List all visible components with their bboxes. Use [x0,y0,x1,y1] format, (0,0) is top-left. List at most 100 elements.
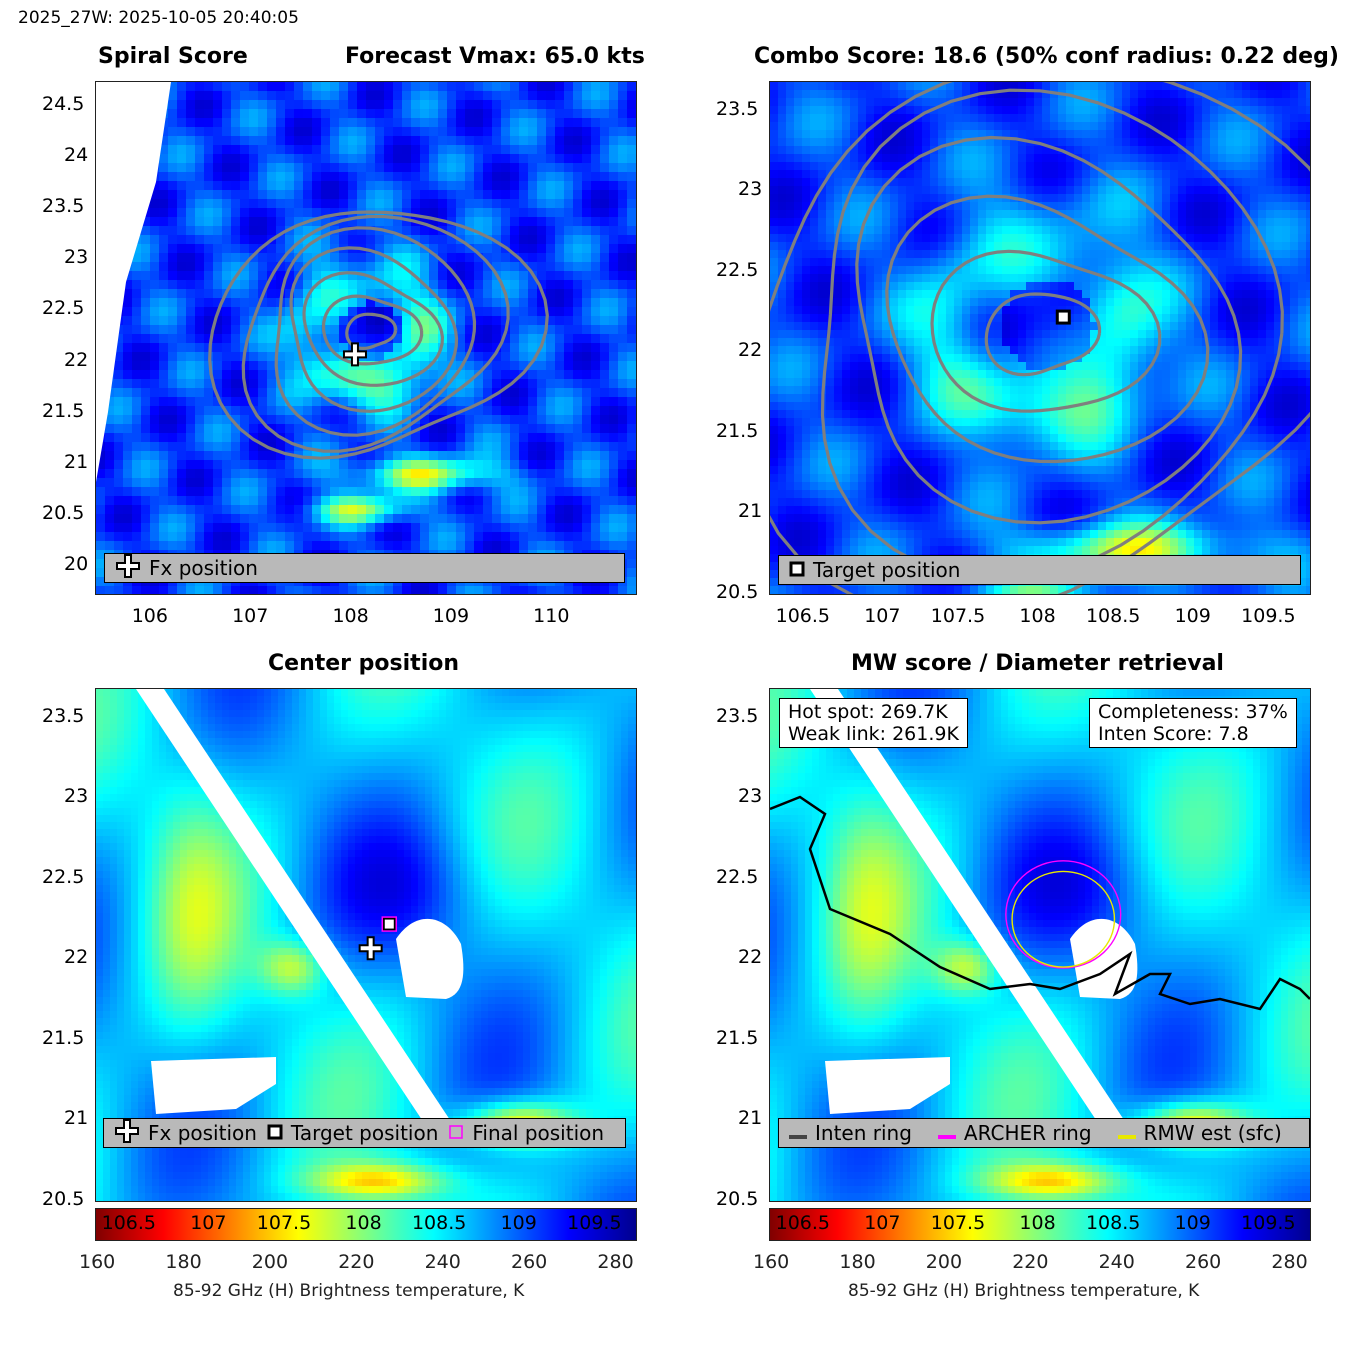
swath-gap [810,689,1130,1129]
spiral-plot [95,81,637,595]
colorbar-tick: 200 [925,1251,963,1273]
x-tick-label: 109 [1174,1212,1211,1234]
colorbar-tick: 200 [251,1251,289,1273]
coastline [770,795,1310,1011]
y-tick-label: 21 [64,1107,89,1130]
center-plot [95,688,637,1202]
swath-gap [136,689,456,1129]
colorbar-tick: 280 [597,1251,634,1273]
legend-fx-label: Fx position [148,1121,257,1145]
heatmap-cells [770,82,1310,594]
magenta-line-icon [937,1121,956,1145]
x-tick-label: 108.5 [1085,605,1141,627]
x-tick-label: 108 [345,1212,382,1234]
x-tick-label: 107.5 [256,1212,312,1234]
y-tick-label: 21 [64,450,89,473]
y-tick-label: 22.5 [42,297,85,320]
x-tick-label: 106.5 [775,605,831,627]
colorbar-tick: 240 [424,1251,461,1273]
contour-lines [208,210,549,460]
contour-line [208,210,549,460]
y-tick-label: 20.5 [42,1188,85,1210]
legend-rmw-label: RMW est (sfc) [1143,1121,1282,1145]
combo-plot [769,81,1311,595]
black-square-icon [789,558,805,582]
legend-final-label: Final position [472,1121,605,1145]
colorbar-tick: 240 [1098,1251,1135,1273]
y-tick-label: 21.5 [716,419,759,442]
y-tick-label: 23.5 [716,704,759,727]
contour-line [855,135,1243,525]
legend-target-label: Target position [290,1121,439,1145]
y-tick-label: 23 [64,246,89,269]
x-tick-label: 109 [432,605,470,627]
colorbar-tick: 260 [511,1251,548,1273]
y-tick-label: 20.5 [42,502,85,525]
target-position-marker [1055,309,1071,325]
magenta-square-icon [448,1121,464,1145]
completeness-box: Completeness: 37% Inten Score: 7.8 [1089,698,1297,748]
contour-line [302,271,445,387]
land-mask [96,82,171,482]
fx-position-marker [358,936,383,961]
colorbar-left-label: 85-92 GHz (H) Brightness temperature, K [173,1281,525,1301]
colorbar-tick: 220 [1012,1251,1049,1273]
colorbar-right [769,1208,1311,1241]
colorbar-tick: 180 [839,1251,876,1273]
land-mask [825,1057,950,1114]
header-timestamp: 2025_27W: 2025-10-05 20:40:05 [18,8,299,28]
y-tick-label: 21.5 [716,1026,759,1049]
x-tick-label: 108 [332,605,369,627]
contour-lines [770,82,1310,594]
colorbar-tick: 160 [753,1251,790,1273]
y-tick-label: 24 [64,143,89,166]
colorbar-tick: 160 [79,1251,116,1273]
x-tick-label: 109 [1174,605,1211,627]
contour-line [930,249,1162,413]
combo-legend: Target position [778,555,1301,585]
x-tick-label: 109 [500,1212,537,1234]
x-tick-label: 109.5 [1241,605,1296,627]
contour-line [241,214,510,453]
legend-target-label: Target position [813,558,961,582]
x-tick-label: 109.5 [567,1212,622,1234]
y-tick-label: 24.5 [42,92,85,115]
hot-spot-box: Hot spot: 269.7K Weak link: 261.9K [779,698,968,748]
black-square-icon [267,1121,283,1145]
white-cross-icon [115,554,141,582]
land-mask [151,1057,276,1114]
y-tick-label: 20 [64,553,89,576]
x-tick-label: 108 [1019,1212,1056,1234]
fx-position-marker [342,342,367,367]
x-tick-label: 108.5 [1085,1212,1141,1234]
spiral-legend: Fx position [104,553,625,583]
y-tick-label: 23 [738,178,763,201]
x-tick-label: 109.5 [1241,1212,1296,1234]
weak-link-text: Weak link: 261.9K [788,723,959,745]
colorbar-gradient [96,1209,636,1240]
x-tick-label: 106.5 [101,1212,157,1234]
spiral-title: Spiral Score [98,44,248,69]
colorbar-tick: 180 [165,1251,202,1273]
x-tick-label: 107 [864,605,901,627]
legend-inten-label: Inten ring [815,1121,912,1145]
contour-line [820,88,1284,581]
white-cross-icon [114,1119,140,1147]
archer-ring [1005,860,1122,969]
x-tick-label: 110 [533,605,570,627]
colorbar-tick: 280 [1271,1251,1308,1273]
contour-line [885,194,1210,464]
x-tick-label: 106.5 [775,1212,831,1234]
y-tick-label: 22.5 [42,865,85,888]
land-mask [396,918,464,999]
y-tick-label: 23 [738,785,763,808]
rmw-ring [1011,870,1116,968]
y-tick-label: 20.5 [716,1188,759,1210]
y-tick-label: 23.5 [42,704,85,727]
y-tick-label: 23.5 [42,194,85,217]
y-tick-label: 21 [738,500,763,523]
y-tick-label: 21 [738,1107,763,1130]
contour-line [274,226,477,437]
legend-fx-label: Fx position [149,556,258,580]
colorbar-gradient [770,1209,1310,1240]
